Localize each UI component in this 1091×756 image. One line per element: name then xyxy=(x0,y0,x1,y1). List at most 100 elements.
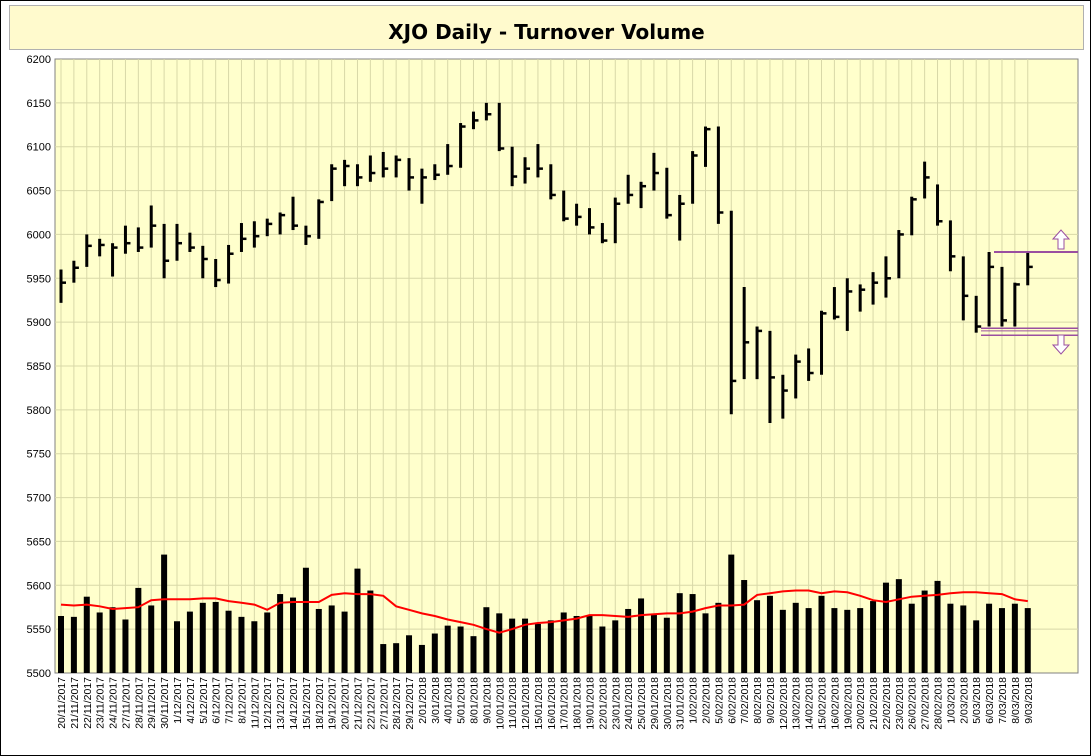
y-tick-label: 5850 xyxy=(27,361,51,373)
volume-bar xyxy=(960,605,967,673)
price-bar xyxy=(201,245,208,279)
volume-bar xyxy=(328,605,335,673)
price-bar xyxy=(729,210,737,415)
x-tick-label: 4/01/2018 xyxy=(443,677,455,724)
x-tick-label: 21/02/2018 xyxy=(868,677,880,730)
price-bar xyxy=(291,196,299,231)
price-bar xyxy=(98,238,105,257)
volume-bar xyxy=(431,633,438,673)
price-bar xyxy=(317,199,324,239)
x-tick-label: 17/01/2018 xyxy=(559,677,571,730)
volume-bar xyxy=(818,595,825,673)
x-tick-label: 29/01/2018 xyxy=(649,677,661,730)
volume-bar xyxy=(225,610,232,673)
x-tick-label: 20/12/2017 xyxy=(340,677,352,730)
volume-bar xyxy=(779,609,786,673)
price-bar xyxy=(330,164,337,202)
volume-bar xyxy=(947,603,954,673)
x-tick-label: 7/12/2017 xyxy=(224,677,236,724)
price-bar xyxy=(459,123,466,168)
price-bar xyxy=(820,310,827,375)
x-tick-label: 31/01/2018 xyxy=(675,677,687,730)
x-tick-label: 5/03/2018 xyxy=(971,677,983,724)
volume-bar xyxy=(547,620,554,673)
x-tick-label: 29/11/2017 xyxy=(146,677,158,729)
x-tick-label: 12/01/2018 xyxy=(520,677,532,730)
x-tick-label: 16/01/2018 xyxy=(546,677,558,730)
y-tick-label: 6200 xyxy=(27,54,51,66)
volume-bar xyxy=(702,613,709,673)
volume-bar xyxy=(393,643,400,673)
price-bar xyxy=(781,374,788,419)
volume-bar xyxy=(882,582,889,673)
x-tick-label: 26/02/2018 xyxy=(907,677,919,730)
price-bar xyxy=(407,158,415,191)
x-tick-label: 21/12/2017 xyxy=(352,677,364,730)
volume-bar xyxy=(341,611,348,673)
price-bar xyxy=(123,225,131,254)
price-bar xyxy=(85,234,92,267)
volume-bar xyxy=(844,609,851,673)
price-bar xyxy=(252,221,260,248)
x-tick-label: 14/02/2018 xyxy=(804,677,816,730)
volume-bar xyxy=(109,607,116,673)
x-tick-label: 11/01/2018 xyxy=(507,677,519,729)
x-tick-label: 19/12/2017 xyxy=(327,677,339,730)
moving-average-series xyxy=(60,589,1028,634)
x-tick-label: 9/02/2018 xyxy=(765,677,777,724)
y-tick-label: 5500 xyxy=(27,668,51,680)
volume-bar xyxy=(676,593,683,673)
volume-bar xyxy=(70,616,77,673)
x-tick-label: 2/02/2018 xyxy=(701,677,713,724)
x-tick-label: 27/11/2017 xyxy=(120,677,132,729)
volume-bar xyxy=(715,602,722,673)
price-bar xyxy=(72,260,79,283)
price-bars xyxy=(59,102,1033,424)
price-bar xyxy=(974,295,982,333)
volume-bar xyxy=(122,619,129,673)
y-tick-label: 5700 xyxy=(27,493,51,505)
up-arrow-icon xyxy=(1051,229,1071,250)
price-bar xyxy=(1000,266,1007,327)
volume-bar xyxy=(1011,603,1018,673)
x-tick-label: 6/12/2017 xyxy=(211,677,223,724)
volume-bar xyxy=(367,590,374,673)
price-bar xyxy=(678,194,685,241)
volume-bar xyxy=(251,621,258,673)
price-bar xyxy=(742,287,750,380)
volume-bar xyxy=(986,603,993,673)
volume-bar xyxy=(238,616,245,673)
x-tick-label: 30/01/2018 xyxy=(662,677,674,730)
x-tick-label: 20/02/2018 xyxy=(855,677,867,730)
volume-bar xyxy=(264,612,271,673)
price-bar xyxy=(626,174,634,204)
x-tick-label: 1/03/2018 xyxy=(945,677,957,724)
x-tick-label: 9/01/2018 xyxy=(481,677,493,724)
price-bar xyxy=(807,348,814,381)
x-tick-label: 27/02/2018 xyxy=(920,677,932,730)
x-tick-label: 6/02/2018 xyxy=(726,677,738,724)
volume-bar xyxy=(573,615,580,673)
price-bar xyxy=(871,272,879,305)
price-bar xyxy=(652,152,659,191)
y-tick-label: 5650 xyxy=(27,536,51,548)
price-bar xyxy=(562,190,569,222)
x-tick-label: 3/01/2018 xyxy=(430,677,442,724)
y-tick-label: 5800 xyxy=(27,405,51,417)
price-bar xyxy=(510,146,518,187)
x-tick-label: 29/12/2017 xyxy=(404,677,416,730)
x-tick-label: 28/02/2018 xyxy=(933,677,945,730)
price-bar xyxy=(832,287,840,320)
x-tick-label: 22/01/2018 xyxy=(597,677,609,730)
price-bar xyxy=(304,225,311,245)
price-bar xyxy=(549,164,556,200)
volume-bar xyxy=(302,567,309,673)
volume-bar xyxy=(380,644,387,673)
chart-title: XJO Daily - Turnover Volume xyxy=(388,20,705,44)
x-tick-label: 14/12/2017 xyxy=(288,677,300,730)
x-tick-label: 9/03/2018 xyxy=(1023,677,1035,724)
volume-bar xyxy=(496,613,503,673)
x-tick-label: 11/12/2017 xyxy=(249,677,261,729)
price-bar xyxy=(884,256,891,298)
